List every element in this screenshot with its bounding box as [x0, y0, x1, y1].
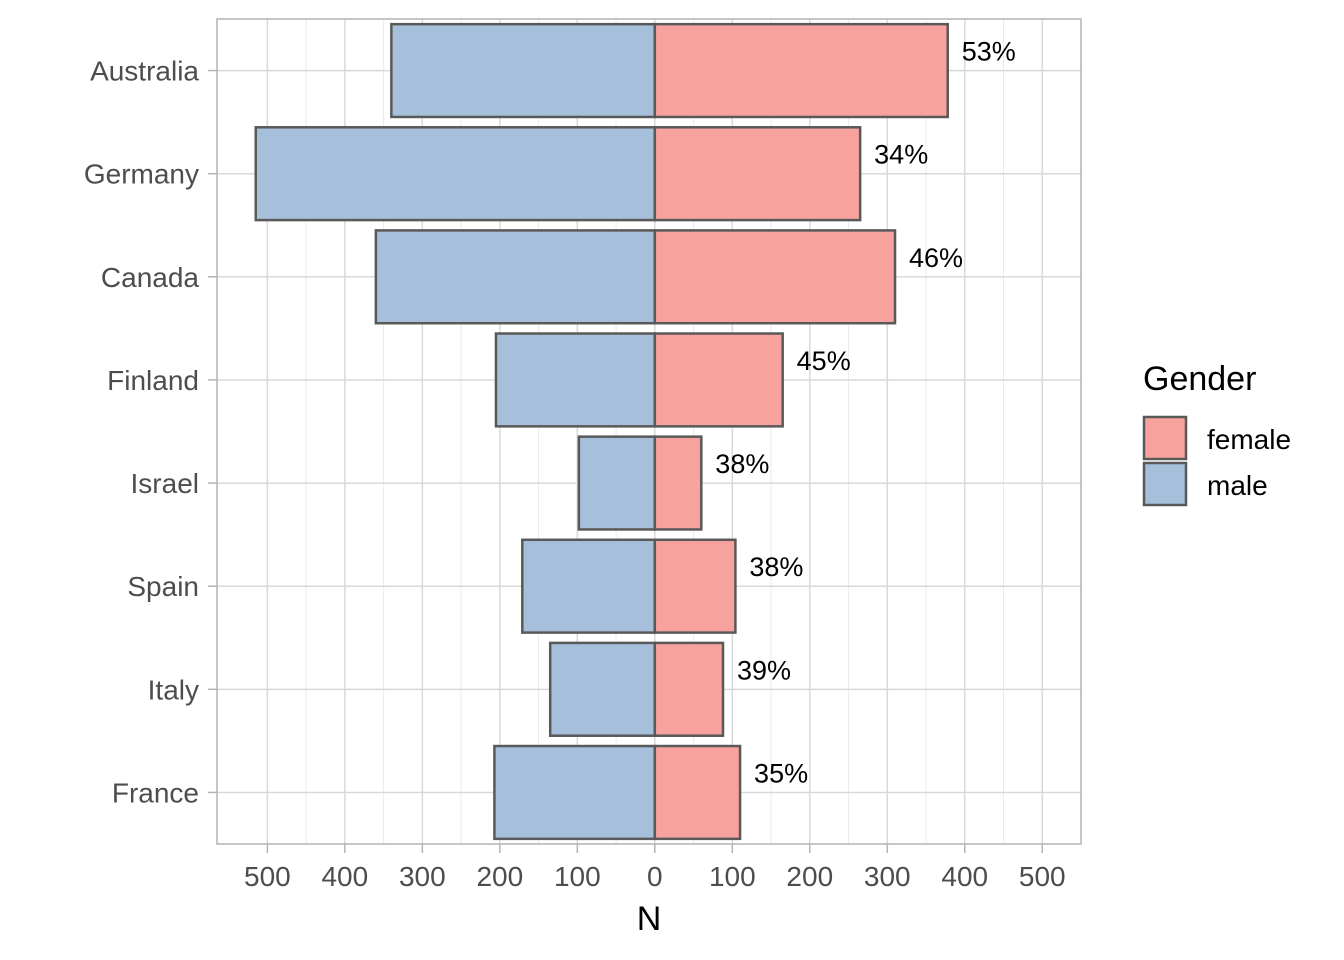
- x-tick-label: 300: [864, 861, 911, 892]
- y-tick-label: Canada: [101, 262, 200, 293]
- x-tick-label: 200: [476, 861, 523, 892]
- legend-label-male: male: [1207, 470, 1268, 501]
- bars: [254, 22, 949, 841]
- y-tick-label: France: [112, 777, 199, 808]
- plot-border: [216, 18, 1082, 845]
- legend-key-female: [1142, 415, 1188, 461]
- bar-male-spain: [521, 538, 657, 634]
- percent-labels: 53% 34% 46% 45% 38% 38% 39% 35%: [715, 37, 1015, 789]
- bar-male-italy: [548, 641, 657, 737]
- percent-label: 53%: [962, 37, 1016, 67]
- x-tick-label: 400: [321, 861, 368, 892]
- legend-title: Gender: [1143, 360, 1256, 398]
- x-tick-label: 500: [1019, 861, 1066, 892]
- percent-label: 46%: [909, 243, 963, 273]
- bar-female-finland: [653, 332, 784, 428]
- x-tick-label: 400: [941, 861, 988, 892]
- bar-male-germany: [254, 126, 657, 222]
- bar-female-france: [653, 744, 742, 841]
- percent-label: 34%: [874, 140, 928, 170]
- y-axis: Australia Germany Canada Finland Israel Spain…: [84, 56, 217, 808]
- y-tick-label: Australia: [90, 56, 199, 87]
- percent-label: 38%: [749, 552, 803, 582]
- x-tick-label: 100: [709, 861, 756, 892]
- percent-label: 39%: [737, 655, 791, 685]
- y-tick-label: Germany: [84, 159, 199, 190]
- legend-label-female: female: [1207, 424, 1291, 455]
- x-axis: 500 400 300 200 100 0 100 200 300 400 500: [244, 844, 1066, 892]
- legend-key-male: [1142, 461, 1188, 507]
- bar-female-australia: [653, 22, 949, 119]
- bar-female-spain: [653, 538, 737, 634]
- bar-female-canada: [653, 229, 897, 325]
- y-tick-label: Spain: [127, 571, 199, 602]
- percent-label: 45%: [797, 346, 851, 376]
- bar-male-france: [493, 744, 657, 841]
- bar-female-italy: [653, 641, 725, 737]
- percent-label: 35%: [754, 758, 808, 788]
- bar-female-israel: [653, 435, 703, 531]
- y-tick-label: Israel: [131, 468, 199, 499]
- y-tick-label: Finland: [107, 365, 199, 396]
- x-axis-title: N: [637, 900, 662, 938]
- bar-male-israel: [577, 435, 657, 531]
- x-tick-label: 200: [786, 861, 833, 892]
- bar-male-australia: [390, 22, 657, 119]
- x-tick-label: 500: [244, 861, 291, 892]
- bar-male-finland: [494, 332, 657, 428]
- x-tick-label: 0: [647, 861, 663, 892]
- percent-label: 38%: [715, 449, 769, 479]
- bar-female-germany: [653, 126, 862, 222]
- bar-male-canada: [374, 229, 657, 325]
- legend: Gender female male: [1142, 360, 1291, 507]
- y-tick-label: Italy: [148, 674, 199, 705]
- x-tick-label: 100: [554, 861, 601, 892]
- x-tick-label: 300: [399, 861, 446, 892]
